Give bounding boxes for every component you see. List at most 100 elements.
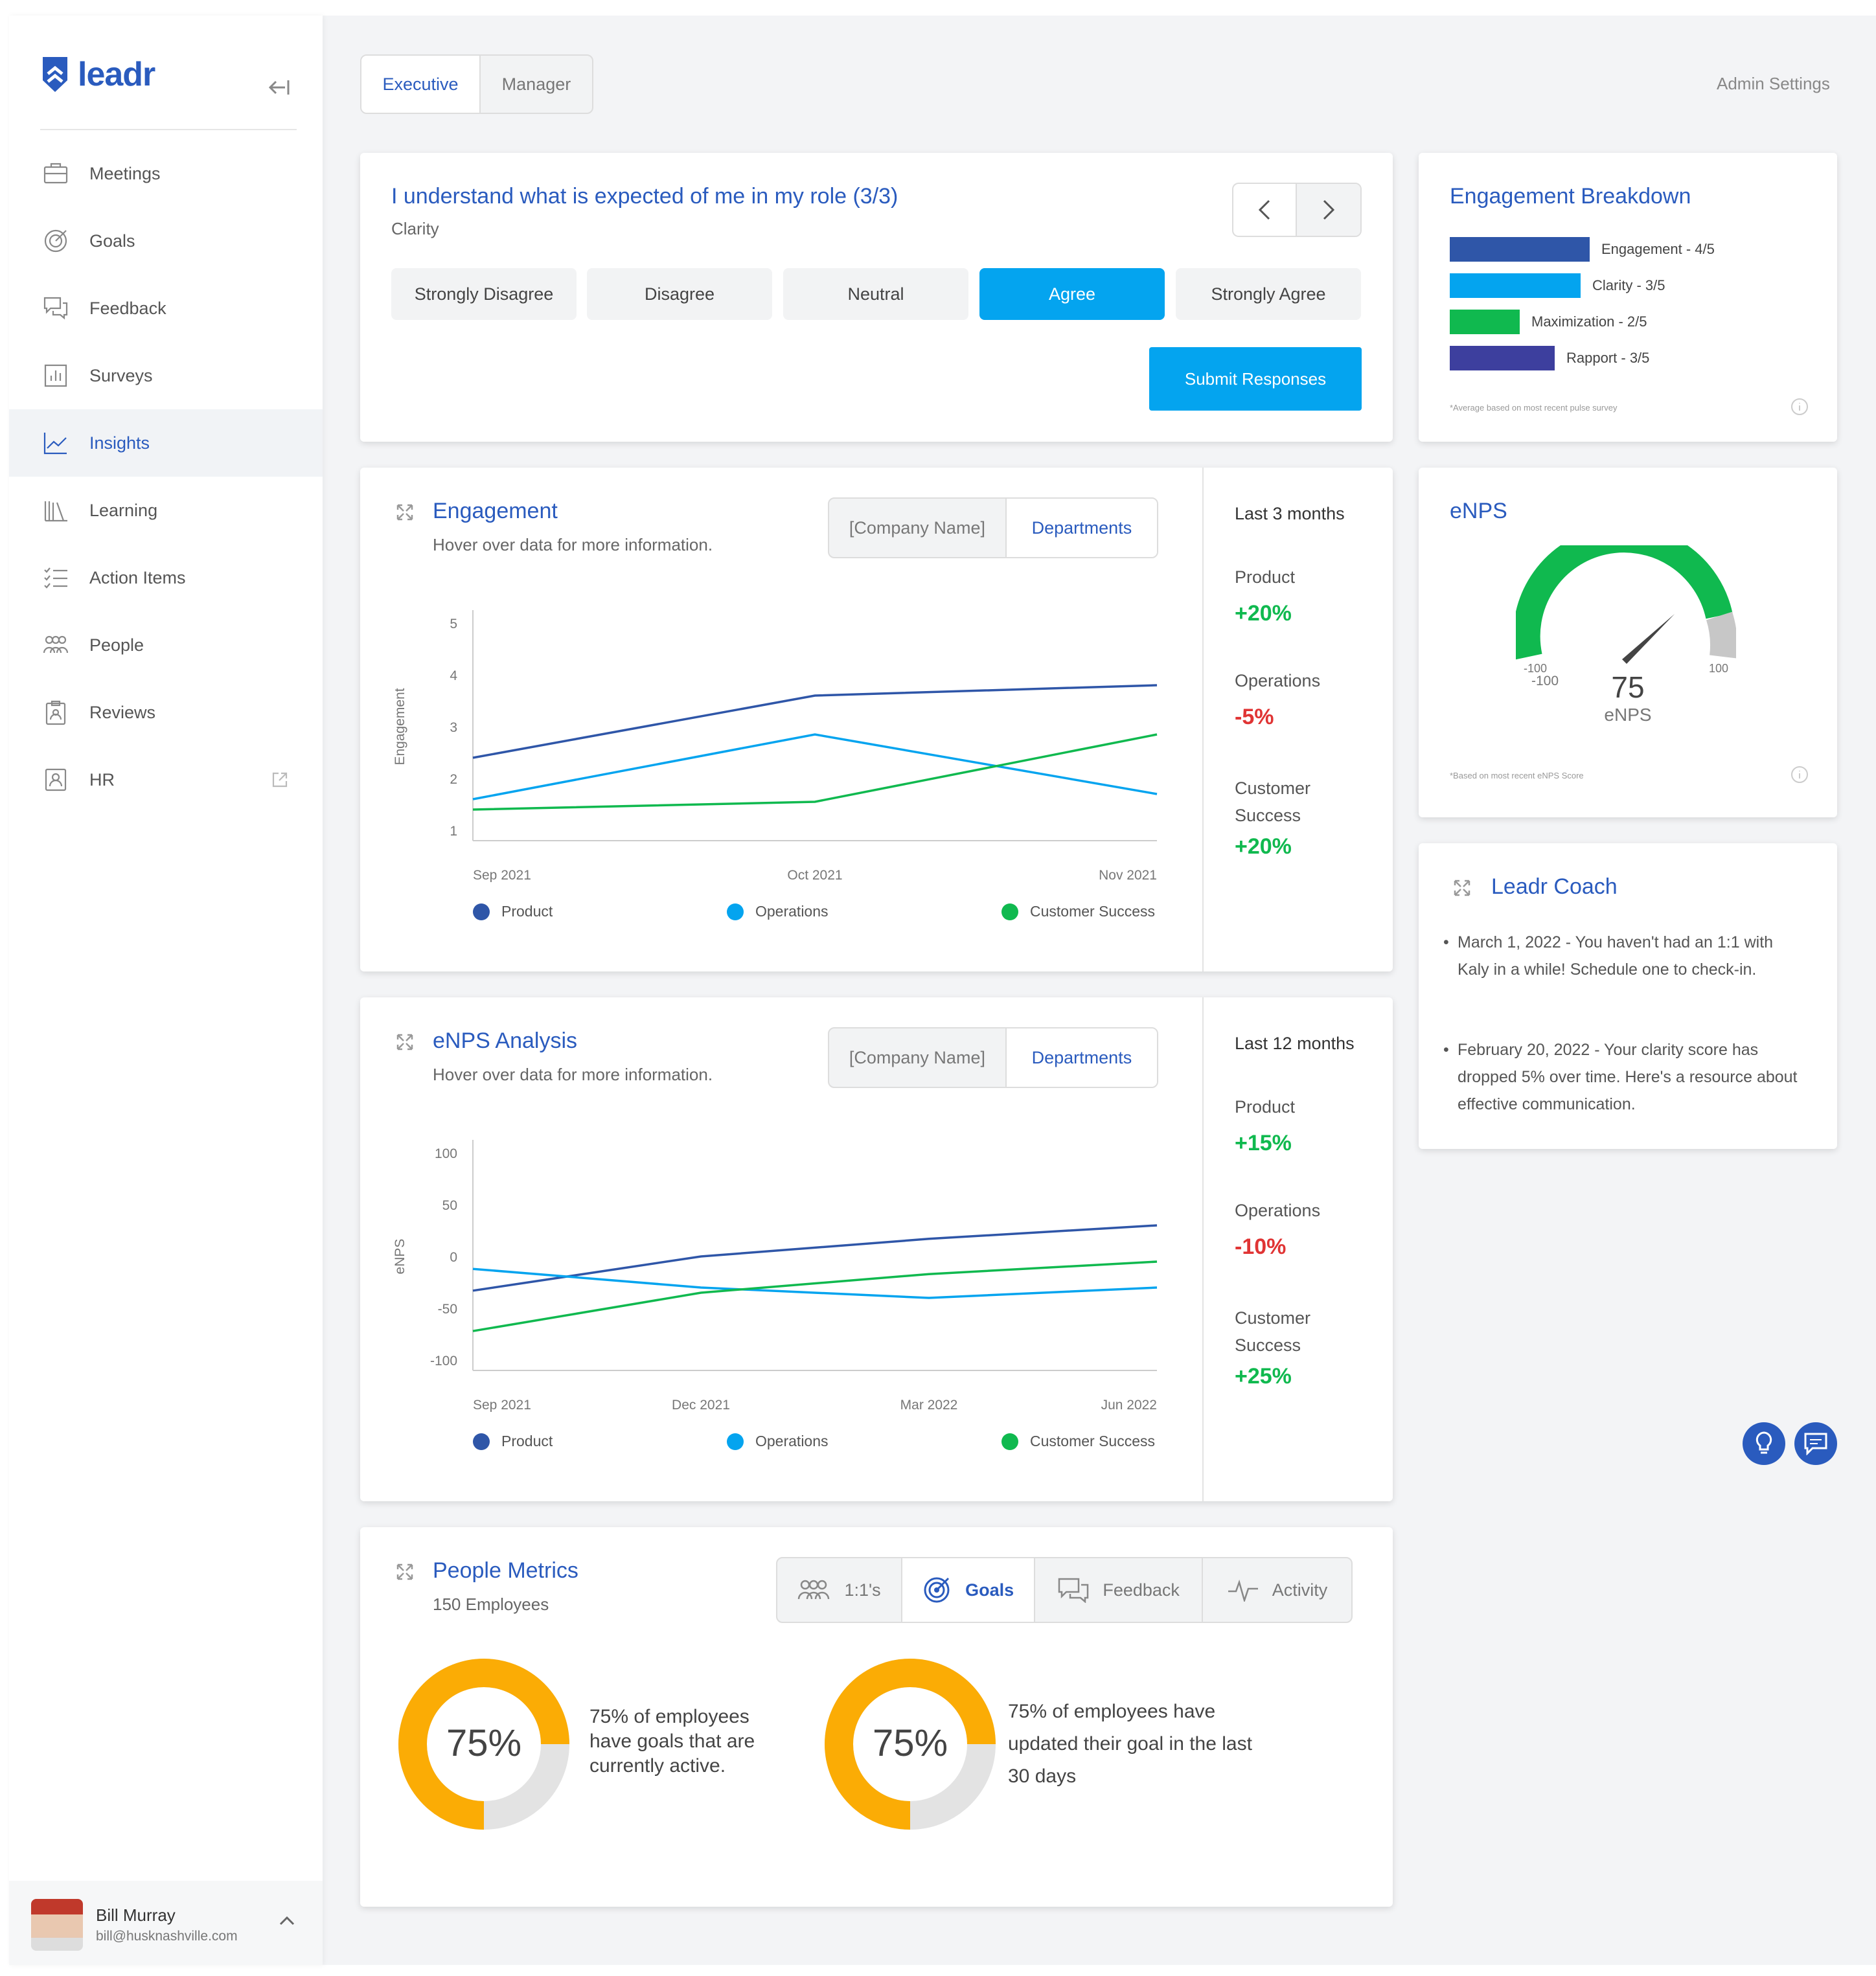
donut-description: 75% of employees have updated their goal… — [1008, 1701, 1252, 1787]
option-strongly-disagree[interactable]: Strongly Disagree — [391, 268, 577, 320]
tab-one-on-ones[interactable]: 1:1's — [777, 1558, 903, 1622]
company-name-toggle[interactable]: [Company Name] — [829, 1028, 1007, 1087]
collapse-sidebar-icon[interactable] — [267, 78, 290, 97]
tab-executive[interactable]: Executive — [361, 56, 481, 113]
expand-icon[interactable] — [396, 1563, 413, 1580]
series-line-product[interactable] — [472, 684, 1158, 759]
series-line-product[interactable] — [472, 1224, 1158, 1292]
sidebar-item-label: Goals — [89, 231, 135, 251]
legend-operations[interactable]: Operations — [727, 903, 829, 920]
expand-icon[interactable] — [1454, 880, 1470, 896]
breakdown-bar[interactable] — [1450, 310, 1520, 334]
user-footer[interactable]: Bill Murray bill@husknashville.com — [9, 1881, 323, 1965]
breakdown-footnote: *Average based on most recent pulse surv… — [1450, 403, 1618, 413]
next-question-button[interactable] — [1297, 184, 1360, 236]
legend-product[interactable]: Product — [473, 1433, 553, 1450]
coach-item-text: March 1, 2022 - You haven't had an 1:1 w… — [1458, 933, 1774, 979]
legend-dot — [1001, 903, 1018, 920]
enps-label: eNPS — [1604, 705, 1652, 725]
stat-label: Product — [1235, 1097, 1296, 1117]
stat-value: +25% — [1235, 1364, 1292, 1389]
chevron-left-icon — [1258, 199, 1270, 220]
sidebar-item-reviews[interactable]: Reviews — [9, 679, 323, 746]
prev-question-button[interactable] — [1233, 184, 1298, 236]
breakdown-bar[interactable] — [1450, 237, 1590, 262]
sidebar-item-label: Action Items — [89, 567, 186, 587]
legend-operations[interactable]: Operations — [727, 1433, 829, 1450]
legend-dot — [727, 1433, 744, 1450]
tips-button[interactable] — [1743, 1422, 1785, 1465]
chat-button[interactable] — [1794, 1422, 1837, 1465]
coach-item-text: February 20, 2022 - Your clarity score h… — [1458, 1041, 1798, 1113]
engagement-breakdown-card: Engagement Breakdown Engagement - 4/5 Cla… — [1419, 153, 1837, 442]
info-icon[interactable] — [1790, 766, 1809, 784]
expand-icon[interactable] — [396, 504, 413, 521]
option-disagree[interactable]: Disagree — [587, 268, 772, 320]
legend-label: Product — [501, 903, 553, 920]
legend-customer-success[interactable]: Customer Success — [1001, 903, 1155, 920]
people-title: People Metrics — [433, 1558, 578, 1583]
option-agree[interactable]: Agree — [979, 268, 1165, 320]
sidebar-item-hr[interactable]: HR — [9, 746, 323, 813]
sidebar-item-feedback[interactable]: Feedback — [9, 275, 323, 342]
info-icon[interactable] — [1790, 398, 1809, 416]
series-line-customer-success[interactable] — [472, 733, 1158, 811]
enps-title: eNPS — [1450, 499, 1507, 523]
avatar — [31, 1899, 83, 1951]
question-pager — [1232, 183, 1362, 237]
sidebar-item-people[interactable]: People — [9, 611, 323, 679]
donut-value: 75% — [872, 1722, 948, 1764]
option-strongly-agree[interactable]: Strongly Agree — [1176, 268, 1361, 320]
breakdown-bar[interactable] — [1450, 346, 1555, 370]
donut-value: 75% — [446, 1722, 522, 1764]
coach-title: Leadr Coach — [1491, 874, 1618, 899]
bar-chart-icon — [43, 363, 69, 389]
chevron-up-icon[interactable] — [279, 1914, 295, 1926]
sidebar-item-meetings[interactable]: Meetings — [9, 140, 323, 207]
series-line-operations[interactable] — [472, 733, 1158, 801]
stat-value: -10% — [1235, 1234, 1287, 1259]
sidebar-item-goals[interactable]: Goals — [9, 207, 323, 275]
tab-activity[interactable]: Activity — [1203, 1558, 1351, 1622]
sidebar-item-insights[interactable]: Insights — [9, 409, 323, 477]
tab-manager[interactable]: Manager — [501, 74, 571, 94]
briefcase-icon — [43, 161, 69, 187]
company-name-toggle[interactable]: [Company Name] — [829, 499, 1007, 557]
legend-customer-success[interactable]: Customer Success — [1001, 1433, 1155, 1450]
enps-analysis-title: eNPS Analysis — [433, 1028, 577, 1053]
logo[interactable]: leadr — [40, 54, 155, 95]
series-line-operations[interactable] — [472, 1267, 1158, 1299]
y-tick-label: -100 — [430, 1354, 457, 1368]
departments-toggle[interactable]: Departments — [1006, 499, 1157, 557]
y-tick-label: 2 — [450, 772, 457, 787]
coach-item[interactable]: • March 1, 2022 - You haven't had an 1:1 … — [1443, 933, 1774, 979]
tab-goals[interactable]: Goals — [902, 1558, 1036, 1622]
y-tick-label: 0 — [450, 1250, 457, 1265]
breakdown-label: Maximization - 2/5 — [1531, 313, 1647, 330]
expand-icon[interactable] — [396, 1034, 413, 1050]
sidebar-item-learning[interactable]: Learning — [9, 477, 323, 544]
x-tick-label: Sep 2021 — [473, 1398, 531, 1412]
option-neutral[interactable]: Neutral — [783, 268, 968, 320]
people-metrics-card: People Metrics 150 Employees 1:1's Goals… — [360, 1527, 1393, 1907]
admin-settings-link[interactable]: Admin Settings — [1717, 74, 1830, 93]
departments-toggle[interactable]: Departments — [1006, 1028, 1157, 1087]
people-subtitle: 150 Employees — [433, 1595, 549, 1614]
chat-bubbles-icon — [43, 295, 69, 321]
coach-item[interactable]: • February 20, 2022 - Your clarity score … — [1443, 1041, 1798, 1113]
legend-label: Product — [501, 1433, 553, 1449]
tab-feedback[interactable]: Feedback — [1035, 1558, 1204, 1622]
enps-gauge: -100 — [1516, 545, 1736, 688]
sidebar-item-action-items[interactable]: Action Items — [9, 544, 323, 611]
sidebar-item-label: HR — [89, 769, 115, 789]
legend-product[interactable]: Product — [473, 903, 553, 920]
series-line-customer-success[interactable] — [472, 1260, 1158, 1332]
breakdown-bar[interactable] — [1450, 273, 1581, 298]
chat-icon — [1804, 1433, 1827, 1455]
lightbulb-icon — [1756, 1431, 1772, 1454]
submit-responses-button[interactable]: Submit Responses — [1149, 347, 1362, 411]
divider — [1202, 997, 1204, 1501]
stat-label: Operations — [1235, 1201, 1321, 1220]
x-tick-label: Nov 2021 — [1099, 868, 1157, 882]
sidebar-item-surveys[interactable]: Surveys — [9, 342, 323, 409]
